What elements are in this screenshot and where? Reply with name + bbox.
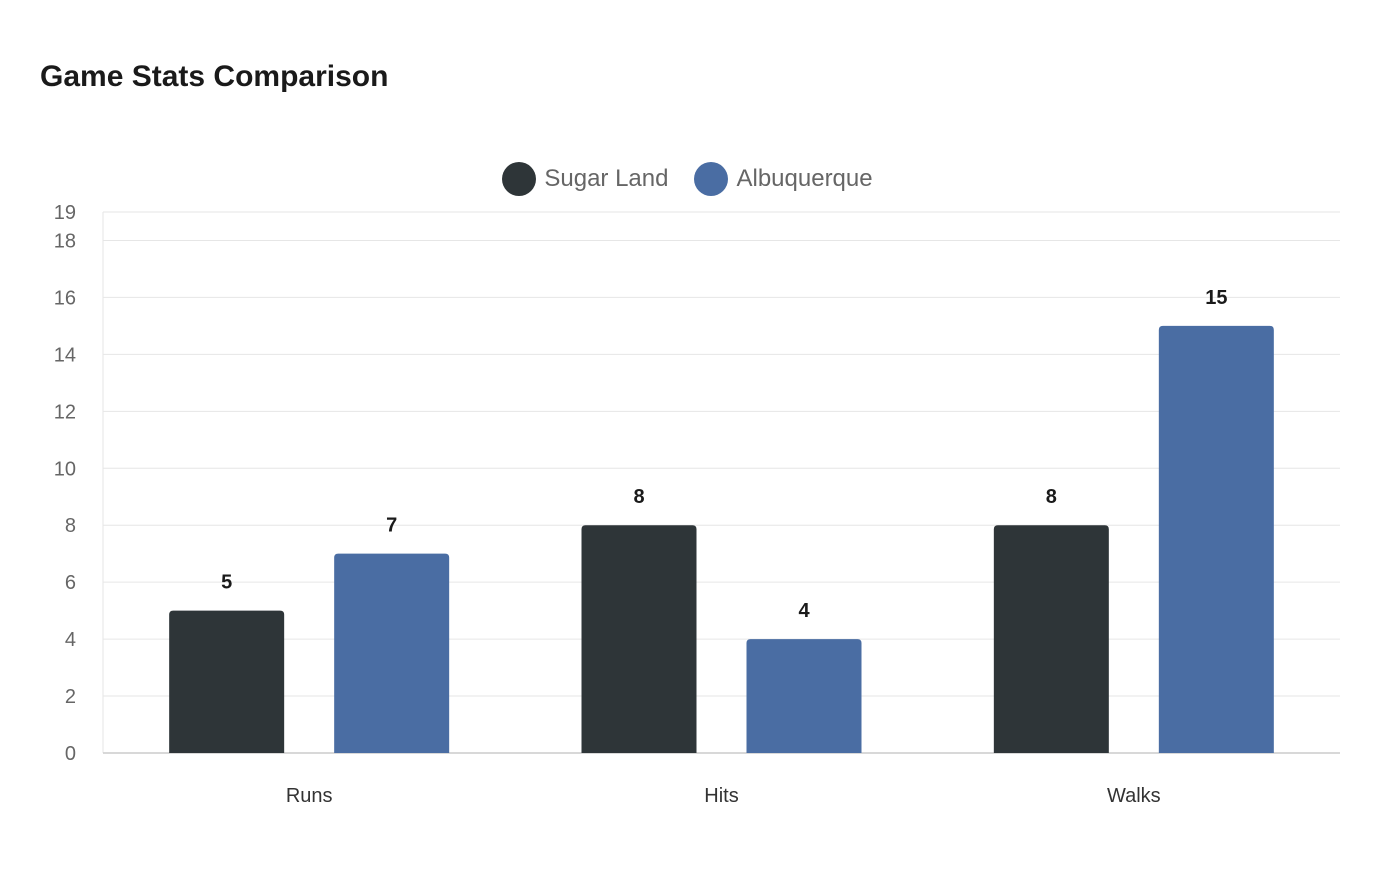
y-tick-label: 6 [65,572,76,594]
bar-albuquerque-hits [746,639,862,753]
legend-swatch-sugar-land [502,162,537,196]
y-tick-label: 8 [65,515,76,537]
chart-title: Game Stats Comparison [40,60,389,93]
bar-sugar-land-hits [581,525,697,753]
y-tick-label: 19 [54,202,76,224]
bar-albuquerque-runs [334,553,450,753]
y-tick-label: 10 [54,458,76,480]
y-tick-label: 12 [54,401,76,423]
x-category-label: Runs [286,785,333,807]
value-label-albuquerque-walks: 15 [1205,287,1227,309]
legend-item-albuquerque[interactable]: Albuquerque [694,162,873,196]
legend-label-sugar-land: Sugar Land [544,165,669,192]
bar-sugar-land-runs [169,610,285,753]
y-tick-label: 18 [54,230,76,252]
x-category-label: Walks [1107,785,1161,807]
bar-albuquerque-walks [1158,325,1274,753]
y-tick-label: 4 [65,629,76,651]
x-category-label: Hits [704,785,738,807]
value-label-sugar-land-walks: 8 [1046,486,1057,508]
value-label-sugar-land-hits: 8 [633,486,644,508]
value-label-albuquerque-runs: 7 [386,515,397,537]
legend-item-sugar-land[interactable]: Sugar Land [502,162,668,196]
y-tick-label: 16 [54,287,76,309]
chart-legend: Sugar Land Albuquerque [0,162,1375,196]
y-tick-label: 2 [65,686,76,708]
y-tick-label: 0 [65,743,76,765]
value-label-sugar-land-runs: 5 [221,572,232,594]
y-tick-label: 14 [54,344,76,366]
legend-swatch-albuquerque [694,162,729,196]
legend-label-albuquerque: Albuquerque [736,165,873,192]
bar-sugar-land-walks [993,525,1109,753]
value-label-albuquerque-hits: 4 [798,600,810,622]
